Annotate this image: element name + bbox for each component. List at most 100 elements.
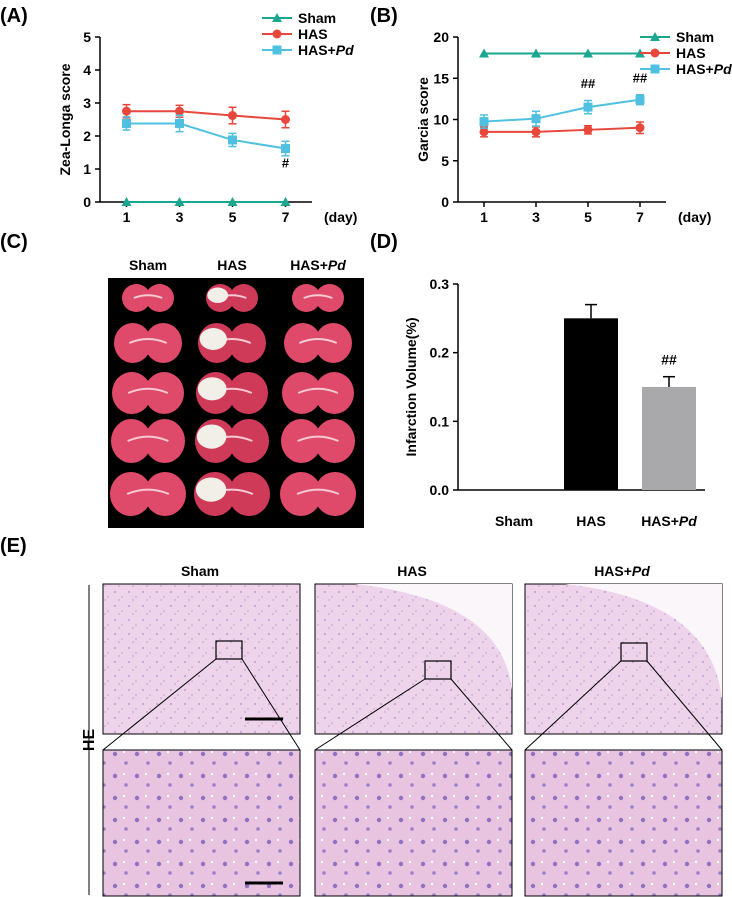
zoom-line	[646, 660, 723, 751]
panel-c-header-hasPd: HAS+Pd	[290, 257, 346, 273]
significance-mark: ##	[581, 76, 596, 91]
x-tick-label: HAS	[576, 513, 606, 529]
panel-c-header-has: HAS	[217, 257, 247, 273]
he-label: HE	[81, 729, 98, 752]
panel-c-header-sham: Sham	[129, 257, 167, 273]
he-background-region	[355, 584, 512, 690]
series-line	[126, 122, 286, 150]
y-tick-label: 0	[83, 194, 91, 210]
y-tick-label: 0.0	[430, 482, 450, 498]
brain-slice-white-matter	[133, 294, 163, 299]
series-line	[484, 126, 641, 133]
y-tick-label: 4	[83, 62, 91, 78]
zoom-line	[524, 660, 622, 751]
infarct-area	[207, 287, 229, 303]
he-background-region	[565, 584, 722, 700]
brain-slice-hemisphere	[109, 472, 152, 516]
brain-slice-hemisphere	[281, 419, 322, 463]
data-point	[583, 48, 593, 58]
y-tick-label: 0	[441, 194, 449, 210]
legend-label: HAS+Pd	[298, 42, 354, 58]
series-line	[483, 98, 641, 123]
chart-zea-longa: 0 1 2 3 4 5 1 3 5 7 (day) Zea-Longa score # ShamHASHA…	[57, 10, 357, 225]
legend-marker	[272, 45, 282, 55]
brain-slice-white-matter	[297, 387, 339, 394]
data-point	[479, 117, 489, 127]
zoom-region-box	[424, 660, 452, 680]
y-tick-label: 15	[433, 70, 449, 86]
infarct-area	[195, 477, 227, 502]
zoom-line	[241, 658, 301, 751]
x-tick-label: 1	[480, 209, 488, 225]
panel-c-brain-slices: Sham HAS HAS+Pd	[108, 257, 364, 528]
brain-slice-hemisphere	[228, 372, 268, 414]
data-point	[121, 197, 132, 206]
legend-marker	[650, 64, 660, 74]
data-point	[635, 95, 645, 105]
panel-label-d: (D)	[370, 231, 398, 253]
data-point	[479, 127, 489, 137]
chart-infarction-volume: 0.0 0.1 0.2 0.3 Infarction Volume(%) Sham HAS H…	[403, 276, 705, 529]
panel-e-header-hasPd: HAS+Pd	[594, 563, 650, 579]
legend-label: Sham	[676, 29, 714, 45]
significance-mark: #	[282, 155, 290, 170]
data-point	[122, 106, 131, 116]
brain-slice-white-matter	[128, 338, 168, 344]
data-point	[531, 127, 541, 137]
y-tick-label: 5	[83, 29, 91, 45]
brain-slice-hemisphere	[144, 472, 187, 516]
x-tick-label: 5	[584, 209, 592, 225]
panel-label-b: (B)	[370, 5, 398, 27]
data-point	[228, 135, 237, 145]
y-tick-label: 3	[83, 95, 91, 111]
panel-e-header-has: HAS	[397, 563, 427, 579]
brain-slice-hemisphere	[284, 323, 322, 363]
data-point	[583, 125, 593, 135]
data-point	[281, 144, 290, 154]
data-point	[280, 197, 291, 206]
significance-mark: ##	[661, 352, 677, 368]
y-axis-label: Garcia score	[415, 77, 431, 162]
y-tick-label: 20	[433, 29, 449, 45]
brain-slice-hemisphere	[282, 372, 322, 414]
brain-slice-hemisphere	[111, 419, 152, 463]
panel-e-histology: Sham HAS HAS+Pd HE	[81, 563, 723, 897]
x-tick-label: 7	[282, 209, 290, 225]
data-point	[228, 111, 237, 121]
brain-slice-hemisphere	[144, 323, 182, 363]
data-point	[531, 48, 541, 58]
y-axis-label: Infarction Volume(%)	[403, 318, 419, 457]
brain-slice-hemisphere	[314, 372, 355, 414]
legend-label: HAS+Pd	[676, 61, 732, 77]
data-point	[174, 197, 185, 206]
brain-slice-hemisphere	[112, 372, 152, 414]
x-tick-label: Sham	[495, 513, 533, 529]
legend-marker	[272, 29, 282, 39]
y-tick-label: 0.1	[430, 413, 450, 429]
data-point	[175, 106, 184, 116]
brain-slice-white-matter	[126, 488, 170, 495]
brain-slice-white-matter	[303, 294, 333, 299]
legend-label: Sham	[298, 10, 336, 26]
data-point	[281, 115, 290, 124]
panel-label-e: (E)	[0, 535, 27, 557]
panel-label-a: (A)	[0, 5, 28, 27]
y-tick-label: 1	[83, 161, 91, 177]
he-high-mag-image	[524, 749, 723, 897]
brain-slice-hemisphere	[228, 419, 269, 463]
zoom-line	[102, 658, 217, 751]
x-tick-label: 3	[176, 209, 184, 225]
legend-marker	[650, 48, 660, 58]
bar	[564, 318, 618, 490]
data-point	[122, 118, 131, 128]
brain-slice-hemisphere	[144, 372, 184, 414]
data-point	[175, 118, 184, 128]
significance-mark: ##	[633, 70, 648, 85]
panel-e-header-sham: Sham	[181, 563, 219, 579]
y-tick-label: 0.2	[430, 345, 450, 361]
brain-slice-hemisphere	[280, 472, 322, 516]
infarct-area	[199, 328, 227, 350]
x-tick-label: 1	[123, 209, 131, 225]
data-point	[635, 123, 645, 133]
